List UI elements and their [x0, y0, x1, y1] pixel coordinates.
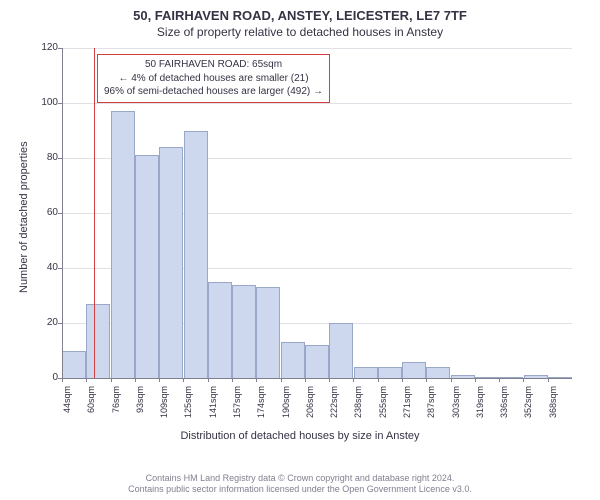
x-axis-line — [62, 378, 572, 379]
histogram-bar — [184, 131, 208, 379]
histogram-bar — [256, 287, 280, 378]
y-axis-line — [62, 48, 63, 378]
histogram-bar — [135, 155, 159, 378]
x-tick-label: 271sqm — [402, 386, 412, 436]
y-tick-label: 20 — [28, 317, 58, 328]
y-tick-label: 120 — [28, 42, 58, 53]
x-tick-label: 76sqm — [111, 386, 121, 436]
chart-title: 50, FAIRHAVEN ROAD, ANSTEY, LEICESTER, L… — [0, 0, 600, 23]
footer-line-1: Contains HM Land Registry data © Crown c… — [0, 473, 600, 485]
x-tick-label: 222sqm — [329, 386, 339, 436]
x-tick-label: 174sqm — [256, 386, 266, 436]
x-tick-label: 93sqm — [135, 386, 145, 436]
histogram-bar — [281, 342, 305, 378]
chart-container: 50, FAIRHAVEN ROAD, ANSTEY, LEICESTER, L… — [0, 0, 600, 500]
chart-subtitle: Size of property relative to detached ho… — [0, 23, 600, 39]
y-tick-label: 60 — [28, 207, 58, 218]
histogram-bar — [426, 367, 450, 378]
x-tick-label: 141sqm — [208, 386, 218, 436]
histogram-bar — [208, 282, 232, 378]
x-tick-label: 157sqm — [232, 386, 242, 436]
x-tick-label: 368sqm — [548, 386, 558, 436]
y-tick-label: 100 — [28, 97, 58, 108]
histogram-bar — [111, 111, 135, 378]
histogram-bar — [329, 323, 353, 378]
footer-line-2: Contains public sector information licen… — [0, 484, 600, 496]
x-tick-label: 287sqm — [426, 386, 436, 436]
x-tick-label: 336sqm — [499, 386, 509, 436]
x-tick-label: 303sqm — [451, 386, 461, 436]
histogram-bar — [305, 345, 329, 378]
x-tick-label: 44sqm — [62, 386, 72, 436]
x-tick-label: 319sqm — [475, 386, 485, 436]
x-tick-label: 255sqm — [378, 386, 388, 436]
histogram-bar — [62, 351, 86, 379]
y-tick-label: 0 — [28, 372, 58, 383]
histogram-bar — [354, 367, 378, 378]
x-tick-label: 60sqm — [86, 386, 96, 436]
histogram-bar — [159, 147, 183, 378]
histogram-bar — [402, 362, 426, 379]
y-tick-label: 40 — [28, 262, 58, 273]
plot-area — [62, 48, 572, 378]
histogram-bar — [232, 285, 256, 379]
histogram-bar — [378, 367, 402, 378]
grid-line — [62, 103, 572, 104]
x-tick-label: 352sqm — [523, 386, 533, 436]
y-tick-label: 80 — [28, 152, 58, 163]
footer-attribution: Contains HM Land Registry data © Crown c… — [0, 473, 600, 496]
x-tick-label: 206sqm — [305, 386, 315, 436]
x-tick-label: 125sqm — [183, 386, 193, 436]
highlight-marker-line — [94, 48, 95, 378]
x-tick-label: 238sqm — [353, 386, 363, 436]
grid-line — [62, 48, 572, 49]
x-tick-label: 109sqm — [159, 386, 169, 436]
histogram-bar — [86, 304, 110, 378]
x-tick-label: 190sqm — [281, 386, 291, 436]
